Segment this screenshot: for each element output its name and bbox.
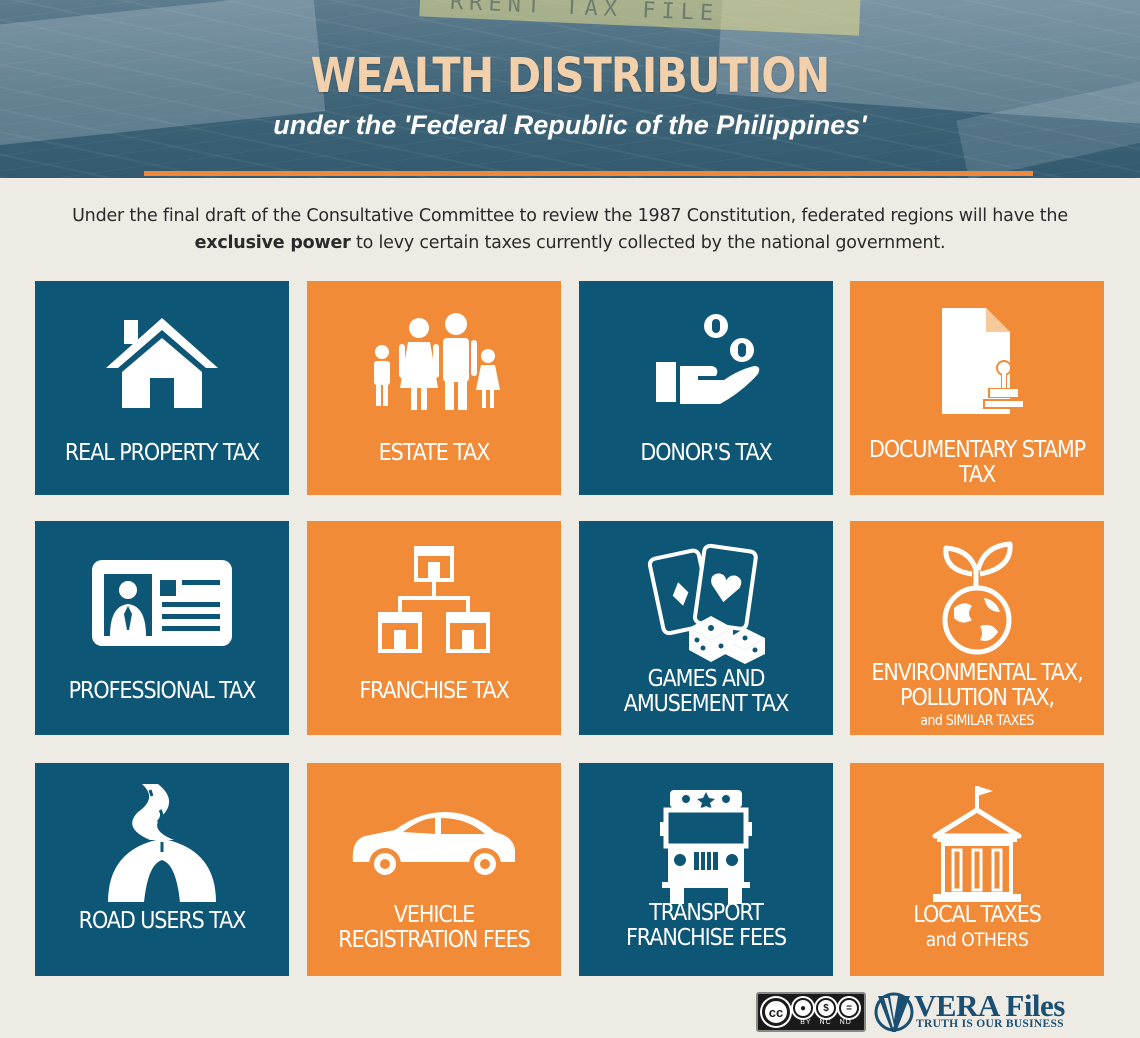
cc-nc-icon: $ <box>816 998 836 1018</box>
tile-donors-tax: DONOR'S TAX <box>579 281 833 495</box>
cc-icon: cc <box>762 998 790 1026</box>
house-icon <box>35 297 289 427</box>
document-stamp-icon <box>850 297 1104 427</box>
intro-paragraph: Under the final draft of the Consultativ… <box>60 203 1080 257</box>
tile-label: ESTATE TAX <box>378 440 491 466</box>
tile-professional-tax: PROFESSIONAL TAX <box>35 521 289 735</box>
page-subtitle: under the 'Federal Republic of the Phili… <box>273 110 867 140</box>
tile-vehicle-registration-fees: VEHICLE REGISTRATION FEES <box>307 763 561 976</box>
brand-name: VERA Files <box>914 988 1065 1023</box>
cc-nd-label: ND <box>839 1019 852 1026</box>
tile-transport-franchise-fees: TRANSPORT FRANCHISE FEES <box>579 763 833 976</box>
tile-label: REAL PROPERTY TAX <box>64 440 260 466</box>
tile-label: PROFESSIONAL TAX <box>68 678 257 704</box>
intro-text: to levy certain taxes currently collecte… <box>350 233 946 253</box>
jeepney-icon <box>579 779 833 909</box>
tile-label: TRANSPORT FRANCHISE FEES <box>625 900 787 951</box>
tile-road-users-tax: ROAD USERS TAX <box>35 763 289 976</box>
tile-sublabel: and SIMILAR TAXES <box>920 713 1034 729</box>
vera-files-logo: VERA Files TRUTH IS OUR BUSINESS <box>874 988 1124 1034</box>
cc-nc-label: NC <box>819 1019 832 1026</box>
intro-emphasis: exclusive power <box>194 233 351 253</box>
tile-label: ROAD USERS TAX <box>78 908 247 934</box>
tile-sublabel: and OTHERS <box>925 929 1029 951</box>
tile-label-main: ENVIRONMENTAL TAX, POLLUTION TAX, <box>871 660 1083 711</box>
tile-documentary-stamp-tax: DOCUMENTARY STAMP TAX <box>850 281 1104 495</box>
road-icon <box>35 779 289 909</box>
tile-estate-tax: ESTATE TAX <box>307 281 561 495</box>
intro-text: Under the final draft of the Consultativ… <box>72 206 1068 226</box>
creative-commons-badge: cc ● $ = BY NC ND <box>756 992 866 1032</box>
car-icon <box>307 779 561 909</box>
tile-label: DONOR'S TAX <box>640 440 772 466</box>
tile-environmental-tax: ENVIRONMENTAL TAX, POLLUTION TAX, and SI… <box>850 521 1104 735</box>
tile-label-main: LOCAL TAXES <box>913 902 1042 928</box>
tile-real-property-tax: REAL PROPERTY TAX <box>35 281 289 495</box>
brand-tagline: TRUTH IS OUR BUSINESS <box>916 1018 1064 1030</box>
globe-plant-icon <box>850 539 1104 657</box>
tile-franchise-tax: FRANCHISE TAX <box>307 521 561 735</box>
tile-label: DOCUMENTARY STAMP TAX <box>868 437 1086 488</box>
cc-nd-icon: = <box>839 998 859 1018</box>
family-icon <box>307 297 561 427</box>
tile-label: ENVIRONMENTAL TAX, POLLUTION TAX, and SI… <box>868 661 1086 731</box>
tile-label: FRANCHISE TAX <box>359 678 509 704</box>
cards-dice-icon <box>579 537 833 667</box>
tile-label: GAMES AND AMUSEMENT TAX <box>623 666 789 717</box>
cc-terms: ● $ = BY NC ND <box>793 998 859 1026</box>
vera-v-emblem-icon <box>874 992 914 1032</box>
cc-by-icon: ● <box>793 998 813 1018</box>
hand-coins-icon <box>579 297 833 427</box>
tile-games-amusement-tax: GAMES AND AMUSEMENT TAX <box>579 521 833 735</box>
id-card-icon <box>35 537 289 667</box>
page-title: WEALTH DISTRIBUTION <box>310 48 831 104</box>
tile-label: VEHICLE REGISTRATION FEES <box>338 902 531 953</box>
tile-local-taxes: LOCAL TAXES and OTHERS <box>850 763 1104 976</box>
header-divider <box>144 171 1033 176</box>
town-hall-icon <box>850 779 1104 909</box>
cc-by-label: BY <box>800 1019 812 1026</box>
header-banner: RRENT TAX FILE WEALTH DISTRIBUTION under… <box>0 0 1140 178</box>
tile-label: LOCAL TAXES and OTHERS <box>868 903 1086 952</box>
franchise-stores-icon <box>307 537 561 667</box>
header-texture <box>0 0 1140 178</box>
